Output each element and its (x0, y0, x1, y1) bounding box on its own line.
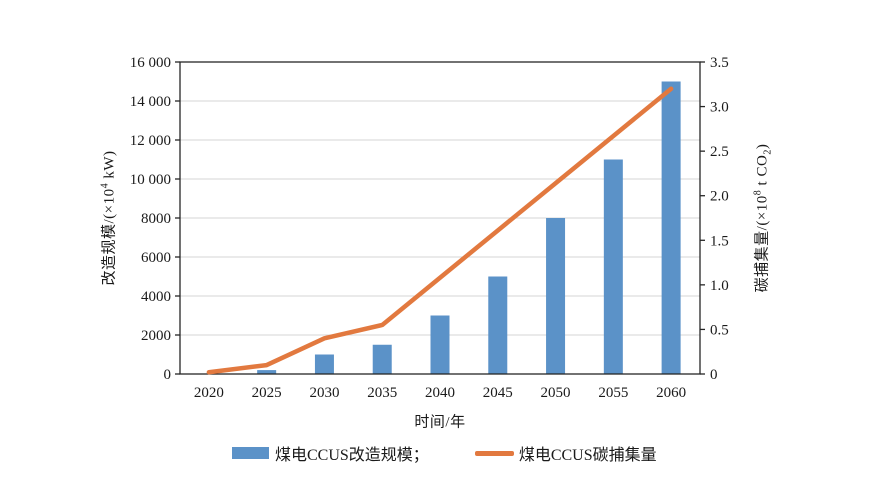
bar-2040 (430, 315, 450, 374)
x-axis-tick-label: 2055 (598, 385, 628, 401)
left-axis-tick-label: 2000 (141, 328, 171, 344)
bar-2045 (488, 276, 508, 374)
right-axis-tick-label: 0.5 (710, 322, 729, 338)
x-axis-tick-label: 2045 (483, 385, 513, 401)
right-axis-tick-label: 3.5 (710, 55, 729, 71)
left-axis-tick-label: 12 000 (130, 133, 171, 149)
right-axis-tick-label: 2.0 (710, 189, 729, 205)
legend-label-bars: 煤电CCUS改造规模； (275, 447, 429, 464)
bar-2025 (257, 370, 277, 374)
left-axis-tick-label: 6000 (141, 250, 171, 266)
right-axis-title: 碳捕集量/(×108 t CO2) (752, 143, 774, 293)
right-axis-tick-label: 2.5 (710, 144, 729, 160)
legend-label-line: 煤电CCUS碳捕集量 (518, 447, 657, 464)
x-axis-tick-label: 2060 (656, 385, 686, 401)
bar-2050 (546, 218, 566, 374)
x-axis-tick-label: 2050 (541, 385, 571, 401)
x-axis-tick-label: 2025 (252, 385, 282, 401)
x-axis-tick-label: 2040 (425, 385, 455, 401)
x-axis-title: 时间/年 (414, 414, 466, 431)
x-axis-tick-label: 2030 (309, 385, 339, 401)
right-axis-tick-label: 0 (710, 367, 718, 383)
bar-2035 (372, 344, 392, 374)
left-axis-tick-label: 10 000 (130, 172, 171, 188)
left-axis-title: 改造规模/(×104 kW) (99, 150, 118, 286)
x-axis-tick-label: 2020 (194, 385, 224, 401)
left-axis-tick-label: 8000 (141, 211, 171, 227)
left-axis-tick-label: 0 (164, 367, 172, 383)
right-axis-tick-label: 1.0 (710, 278, 729, 294)
x-axis-tick-label: 2035 (367, 385, 397, 401)
right-axis-tick-label: 3.0 (710, 100, 729, 116)
bar-2060 (661, 81, 681, 374)
left-axis-tick-label: 16 000 (130, 55, 171, 71)
left-axis-tick-label: 14 000 (130, 94, 171, 110)
bar-2030 (314, 354, 334, 374)
legend: 煤电CCUS改造规模； 煤电CCUS碳捕集量 (232, 441, 657, 465)
right-axis-tick-label: 1.5 (710, 233, 729, 249)
line-series (206, 86, 674, 375)
legend-line-swatch (474, 450, 514, 456)
legend-bar-swatch (232, 447, 269, 459)
bar-2055 (603, 159, 623, 374)
left-axis-tick-label: 4000 (141, 289, 171, 305)
